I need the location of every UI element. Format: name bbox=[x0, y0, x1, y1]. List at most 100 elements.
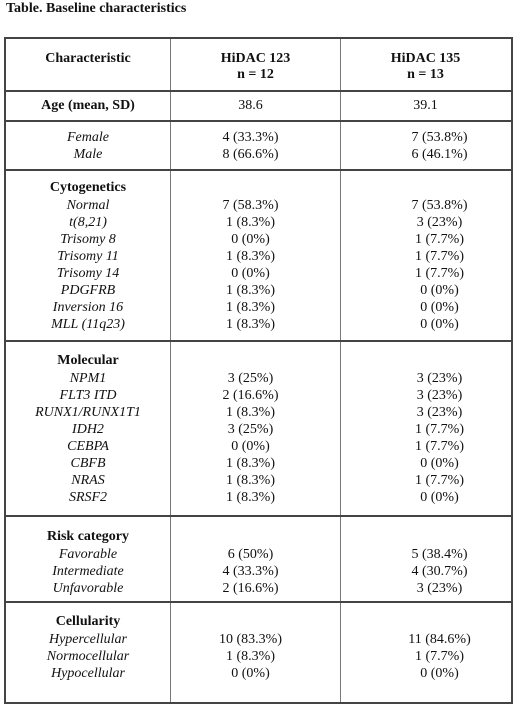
row-label: CBFB bbox=[70, 456, 106, 471]
row-label: MLL (11q23) bbox=[51, 317, 125, 332]
column-divider bbox=[170, 39, 171, 702]
row-label: NRAS bbox=[71, 473, 105, 488]
row-value-hidac-123: 1 (8.3%) bbox=[226, 300, 275, 315]
row-value-hidac-135: 1 (7.7%) bbox=[415, 422, 464, 437]
table-row: FLT3 ITD 2 (16.6%) 3 (23%) bbox=[6, 387, 511, 404]
molecular-title: Molecular bbox=[57, 353, 119, 368]
header-hidac-135: HiDAC 135 n = 13 bbox=[340, 51, 511, 83]
row-value-hidac-123: 4 (33.3%) bbox=[222, 564, 279, 579]
row-label: Hypocellular bbox=[51, 666, 125, 681]
header-hidac-123-n: n = 12 bbox=[237, 67, 274, 82]
row-label: SRSF2 bbox=[68, 490, 108, 505]
row-value-hidac-123: 1 (8.3%) bbox=[226, 405, 275, 420]
row-value-hidac-123: 10 (83.3%) bbox=[219, 632, 282, 647]
row-value-hidac-123: 0 (0%) bbox=[231, 666, 270, 681]
table-row: Trisomy 14 0 (0%) 1 (7.7%) bbox=[6, 265, 511, 282]
row-value-hidac-123: 0 (0%) bbox=[231, 439, 270, 454]
cellularity-section: Cellularity Hypercellular 10 (83.3%) 11 … bbox=[6, 614, 511, 682]
row-label: Normal bbox=[66, 198, 110, 213]
molecular-section: Molecular NPM1 3 (25%) 3 (23%) FLT3 ITD … bbox=[6, 353, 511, 506]
risk-category-title: Risk category bbox=[46, 529, 130, 544]
row-value-hidac-135: 3 (23%) bbox=[416, 405, 463, 420]
row-value-hidac-123: 3 (25%) bbox=[227, 371, 274, 386]
table-row: Favorable 6 (50%) 5 (38.4%) bbox=[6, 546, 511, 563]
table-row: Trisomy 8 0 (0%) 1 (7.7%) bbox=[6, 231, 511, 248]
row-value-hidac-123: 1 (8.3%) bbox=[226, 283, 275, 298]
row-value-hidac-135: 7 (53.8%) bbox=[411, 198, 468, 213]
row-value-hidac-135: 0 (0%) bbox=[420, 283, 459, 298]
row-label: IDH2 bbox=[72, 422, 104, 437]
table-row: Female 4 (33.3%) 7 (53.8%) bbox=[6, 129, 511, 146]
age-label: Age (mean, SD) bbox=[41, 98, 135, 113]
table-row: Normal 7 (58.3%) 7 (53.8%) bbox=[6, 197, 511, 214]
header-hidac-135-n: n = 13 bbox=[407, 67, 444, 82]
row-value-hidac-135: 0 (0%) bbox=[420, 317, 459, 332]
row-value-hidac-123: 1 (8.3%) bbox=[226, 215, 275, 230]
table-row: Intermediate 4 (33.3%) 4 (30.7%) bbox=[6, 563, 511, 580]
row-value-hidac-123: 1 (8.3%) bbox=[226, 317, 275, 332]
row-value-hidac-135: 1 (7.7%) bbox=[415, 439, 464, 454]
row-value-hidac-123: 1 (8.3%) bbox=[226, 473, 275, 488]
row-value-hidac-135: 1 (7.7%) bbox=[415, 249, 464, 264]
row-value-hidac-123: 0 (0%) bbox=[231, 266, 270, 281]
row-value-hidac-123: 8 (66.6%) bbox=[222, 147, 279, 162]
table-caption: Table. Baseline characteristics bbox=[6, 1, 187, 16]
row-value-hidac-123: 2 (16.6%) bbox=[222, 388, 279, 403]
cytogenetics-section: Cytogenetics Normal 7 (58.3%) 7 (53.8%) … bbox=[6, 180, 511, 333]
row-label: NPM1 bbox=[69, 371, 107, 386]
age-value-hidac-135: 39.1 bbox=[413, 98, 438, 113]
table-row: NRAS 1 (8.3%) 1 (7.7%) bbox=[6, 472, 511, 489]
table-row: Male 8 (66.6%) 6 (46.1%) bbox=[6, 146, 511, 163]
row-value-hidac-123: 4 (33.3%) bbox=[222, 130, 279, 145]
row-value-hidac-123: 1 (8.3%) bbox=[226, 490, 275, 505]
row-value-hidac-135: 1 (7.7%) bbox=[415, 649, 464, 664]
row-value-hidac-135: 1 (7.7%) bbox=[415, 232, 464, 247]
table-row: RUNX1/RUNX1T1 1 (8.3%) 3 (23%) bbox=[6, 404, 511, 421]
row-label: Male bbox=[73, 147, 103, 162]
table-row: NPM1 3 (25%) 3 (23%) bbox=[6, 370, 511, 387]
table-row: CEBPA 0 (0%) 1 (7.7%) bbox=[6, 438, 511, 455]
row-label: PDGFRB bbox=[60, 283, 116, 298]
row-value-hidac-135: 0 (0%) bbox=[420, 456, 459, 471]
row-value-hidac-123: 6 (50%) bbox=[227, 547, 274, 562]
row-label: Intermediate bbox=[52, 564, 124, 579]
header-row: Characteristic HiDAC 123 n = 12 HiDAC 13… bbox=[6, 39, 511, 90]
table-row: CBFB 1 (8.3%) 0 (0%) bbox=[6, 455, 511, 472]
row-value-hidac-135: 3 (23%) bbox=[416, 388, 463, 403]
row-value-hidac-135: 5 (38.4%) bbox=[411, 547, 468, 562]
table-row: IDH2 3 (25%) 1 (7.7%) bbox=[6, 421, 511, 438]
row-value-hidac-135: 3 (23%) bbox=[416, 581, 463, 596]
row-value-hidac-123: 3 (25%) bbox=[227, 422, 274, 437]
row-label: Unfavorable bbox=[52, 581, 124, 596]
table-row: Inversion 16 1 (8.3%) 0 (0%) bbox=[6, 299, 511, 316]
row-value-hidac-123: 1 (8.3%) bbox=[226, 249, 275, 264]
row-label: Trisomy 8 bbox=[60, 232, 116, 247]
row-value-hidac-123: 2 (16.6%) bbox=[222, 581, 279, 596]
sex-section: Female 4 (33.3%) 7 (53.8%) Male 8 (66.6%… bbox=[6, 129, 511, 163]
table-row: Hypercellular 10 (83.3%) 11 (84.6%) bbox=[6, 631, 511, 648]
row-value-hidac-135: 0 (0%) bbox=[420, 666, 459, 681]
row-value-hidac-123: 1 (8.3%) bbox=[226, 649, 275, 664]
column-divider bbox=[340, 39, 341, 702]
table-row: Unfavorable 2 (16.6%) 3 (23%) bbox=[6, 580, 511, 597]
header-hidac-123: HiDAC 123 n = 12 bbox=[171, 51, 340, 83]
row-divider bbox=[6, 601, 511, 603]
header-hidac-135-name: HiDAC 135 bbox=[390, 51, 461, 66]
cytogenetics-title: Cytogenetics bbox=[49, 180, 127, 195]
row-value-hidac-135: 0 (0%) bbox=[420, 300, 459, 315]
row-value-hidac-135: 3 (23%) bbox=[416, 371, 463, 386]
row-divider bbox=[6, 340, 511, 342]
table-row: MLL (11q23) 1 (8.3%) 0 (0%) bbox=[6, 316, 511, 333]
row-divider bbox=[6, 515, 511, 517]
table-row: Normocellular 1 (8.3%) 1 (7.7%) bbox=[6, 648, 511, 665]
header-hidac-123-name: HiDAC 123 bbox=[220, 51, 291, 66]
table-row: PDGFRB 1 (8.3%) 0 (0%) bbox=[6, 282, 511, 299]
row-label: Hypercellular bbox=[48, 632, 127, 647]
row-value-hidac-135: 1 (7.7%) bbox=[415, 266, 464, 281]
age-value-hidac-123: 38.6 bbox=[238, 98, 263, 113]
row-label: Favorable bbox=[58, 547, 118, 562]
row-divider bbox=[6, 120, 511, 122]
row-divider bbox=[6, 169, 511, 171]
row-label: Trisomy 14 bbox=[56, 266, 120, 281]
table-row: SRSF2 1 (8.3%) 0 (0%) bbox=[6, 489, 511, 506]
